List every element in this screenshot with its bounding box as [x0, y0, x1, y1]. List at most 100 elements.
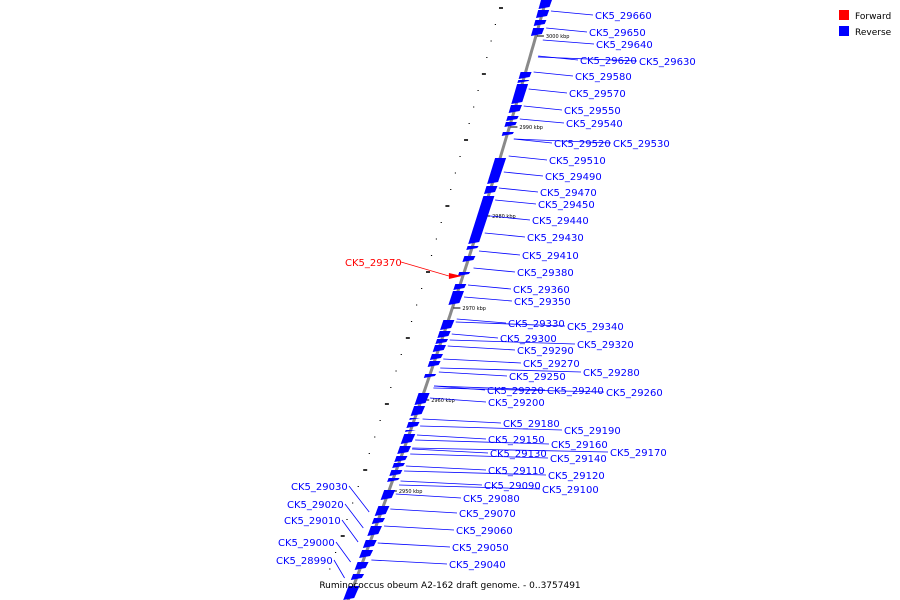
gene-label[interactable]: CK5_29290 — [517, 346, 574, 357]
gene-block[interactable] — [533, 20, 547, 26]
gene-label[interactable]: CK5_29650 — [589, 28, 646, 39]
gene-label[interactable]: CK5_29190 — [564, 426, 621, 437]
gene-block[interactable] — [367, 526, 382, 536]
gene-block[interactable] — [410, 406, 426, 416]
gene-label[interactable]: CK5_29530 — [613, 139, 670, 150]
gene-label[interactable]: CK5_29430 — [527, 233, 584, 244]
gene-block[interactable] — [397, 446, 411, 454]
gene-block[interactable] — [484, 186, 498, 194]
gene-label[interactable]: CK5_29300 — [500, 334, 557, 345]
forward-gene-arrow[interactable] — [448, 273, 462, 279]
gene-label[interactable]: CK5_29630 — [639, 57, 696, 68]
gene-label[interactable]: CK5_29520 — [554, 139, 611, 150]
gene-block[interactable] — [453, 284, 467, 290]
gene-label[interactable]: CK5_29360 — [513, 285, 570, 296]
gene-block[interactable] — [466, 246, 479, 250]
gene-block[interactable] — [448, 291, 464, 305]
gene-label[interactable]: CK5_29160 — [551, 440, 608, 451]
gene-label[interactable]: CK5_29030 — [291, 482, 348, 493]
gene-label[interactable]: CK5_29340 — [567, 322, 624, 333]
gene-block[interactable] — [435, 339, 449, 344]
gene-block[interactable] — [506, 116, 519, 121]
gene-label[interactable]: CK5_29220 — [487, 386, 544, 397]
gene-block[interactable] — [518, 72, 532, 79]
gene-label[interactable]: CK5_29240 — [547, 386, 604, 397]
gene-block[interactable] — [508, 105, 522, 113]
gene-label[interactable]: CK5_29130 — [490, 449, 547, 460]
gene-block[interactable] — [389, 470, 403, 476]
gene-block[interactable] — [504, 122, 517, 127]
gene-label[interactable]: CK5_29580 — [575, 72, 632, 83]
gene-label[interactable]: CK5_28990 — [276, 556, 333, 567]
gene-block[interactable] — [536, 10, 550, 18]
gene-label[interactable]: CK5_29150 — [488, 435, 545, 446]
gene-block[interactable] — [400, 434, 416, 444]
gene-block[interactable] — [511, 84, 529, 104]
gene-block[interactable] — [437, 331, 451, 338]
gene-block[interactable] — [405, 430, 417, 432]
gene-label[interactable]: CK5_29570 — [569, 89, 626, 100]
gene-block[interactable] — [414, 393, 430, 405]
gene-block[interactable] — [392, 463, 405, 468]
gene-label[interactable]: CK5_29350 — [514, 297, 571, 308]
gene-label[interactable]: CK5_29120 — [548, 471, 605, 482]
gene-block[interactable] — [468, 196, 495, 244]
gene-block[interactable] — [427, 361, 441, 367]
gene-block[interactable] — [387, 478, 400, 482]
gene-block[interactable] — [374, 506, 390, 516]
gene-label[interactable]: CK5_29090 — [484, 481, 541, 492]
gene-block[interactable] — [538, 0, 553, 9]
gene-label[interactable]: CK5_29000 — [278, 538, 335, 549]
gene-label[interactable]: CK5_29020 — [287, 500, 344, 511]
gene-block[interactable] — [457, 272, 471, 276]
gene-label[interactable]: CK5_29370 — [345, 258, 402, 269]
gene-label[interactable]: CK5_29540 — [566, 119, 623, 130]
gene-label[interactable]: CK5_29180 — [503, 419, 560, 430]
gene-block[interactable] — [350, 574, 365, 580]
gene-block[interactable] — [429, 354, 443, 360]
gene-label[interactable]: CK5_29270 — [523, 359, 580, 370]
gene-label[interactable]: CK5_29380 — [517, 268, 574, 279]
gene-label[interactable]: CK5_29550 — [564, 106, 621, 117]
gene-label[interactable]: CK5_29470 — [540, 188, 597, 199]
gene-label[interactable]: CK5_29250 — [509, 372, 566, 383]
gene-block[interactable] — [432, 345, 446, 352]
gene-label[interactable]: CK5_29440 — [532, 216, 589, 227]
gene-label[interactable]: CK5_29170 — [610, 448, 667, 459]
gene-label[interactable]: CK5_29110 — [488, 466, 545, 477]
gene-block[interactable] — [409, 418, 421, 420]
gene-label[interactable]: CK5_29320 — [577, 340, 634, 351]
gene-block[interactable] — [362, 540, 377, 548]
gene-block[interactable] — [517, 80, 530, 83]
gene-label[interactable]: CK5_29510 — [549, 156, 606, 167]
gene-label[interactable]: CK5_29280 — [583, 368, 640, 379]
gene-block[interactable] — [530, 28, 545, 36]
gene-label[interactable]: CK5_29040 — [449, 560, 506, 571]
gene-label[interactable]: CK5_29050 — [452, 543, 509, 554]
gene-label[interactable]: CK5_29010 — [284, 516, 341, 527]
gene-label[interactable]: CK5_29620 — [580, 56, 637, 67]
gene-label[interactable]: CK5_29060 — [456, 526, 513, 537]
gene-block[interactable] — [423, 374, 437, 378]
gene-block[interactable] — [371, 518, 385, 524]
gene-label[interactable]: CK5_29260 — [606, 388, 663, 399]
gene-block[interactable] — [354, 562, 369, 570]
gene-label[interactable]: CK5_29070 — [459, 509, 516, 520]
gene-label[interactable]: CK5_29140 — [550, 454, 607, 465]
gene-label[interactable]: CK5_29640 — [596, 40, 653, 51]
gene-block[interactable] — [487, 158, 507, 184]
gene-block[interactable] — [440, 320, 455, 330]
gene-label[interactable]: CK5_29490 — [545, 172, 602, 183]
gene-label[interactable]: CK5_29660 — [595, 11, 652, 22]
gene-block[interactable] — [394, 456, 408, 462]
gene-block[interactable] — [343, 586, 360, 600]
gene-label[interactable]: CK5_29200 — [488, 398, 545, 409]
gene-label[interactable]: CK5_29330 — [508, 319, 565, 330]
gene-label[interactable]: CK5_29080 — [463, 494, 520, 505]
gene-label[interactable]: CK5_29450 — [538, 200, 595, 211]
gene-block[interactable] — [359, 550, 374, 558]
gene-block[interactable] — [406, 422, 420, 428]
gene-label[interactable]: CK5_29100 — [542, 485, 599, 496]
gene-block[interactable] — [501, 132, 514, 136]
